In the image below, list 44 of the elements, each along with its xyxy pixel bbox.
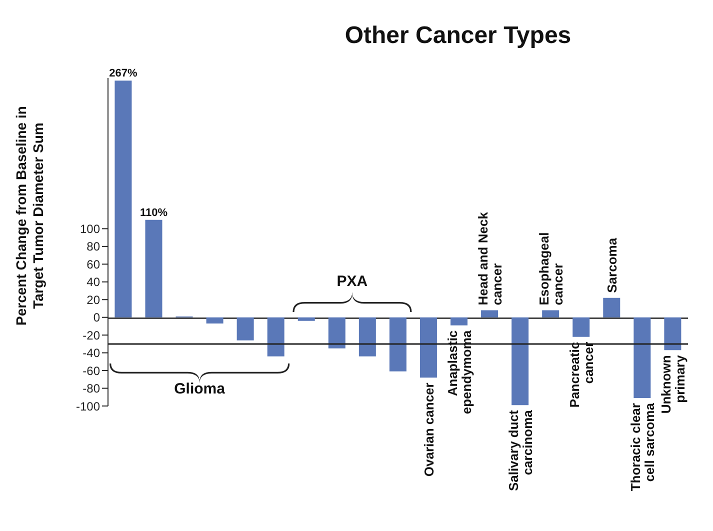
bar xyxy=(512,317,529,406)
y-tick-label: -60 xyxy=(82,364,100,378)
annotation: PXA xyxy=(336,273,368,290)
bar xyxy=(206,317,224,324)
bar xyxy=(145,220,162,318)
bar xyxy=(114,80,132,318)
bar xyxy=(236,317,254,340)
annotation: Glioma xyxy=(174,380,226,398)
x-tick-label: Thoracic clear cell sarcoma xyxy=(628,402,658,492)
bar xyxy=(420,317,437,378)
y-tick-label: 40 xyxy=(86,275,100,290)
x-tick-label: Esophageal cancer xyxy=(536,232,566,306)
y-tick-label: -20 xyxy=(82,328,100,342)
bar xyxy=(298,317,315,321)
y-tick-label: 100 xyxy=(80,222,100,236)
y-axis-title: Percent Change from Baseline in Target Tumor Diameter Sum xyxy=(13,106,46,326)
x-tick-label: Salivary duct carcinoma xyxy=(506,409,536,492)
data-label: 110% xyxy=(140,206,168,219)
bar xyxy=(328,317,346,348)
y-tick-label: -100 xyxy=(76,399,100,414)
y-tick-label: 60 xyxy=(86,257,100,272)
bar xyxy=(267,317,284,356)
bar xyxy=(389,317,406,372)
bar xyxy=(358,317,376,356)
x-tick-label: Head and Neck cancer xyxy=(476,211,505,306)
bar xyxy=(572,317,590,337)
x-tick-label: Pancreatic cancer xyxy=(567,342,596,408)
bar xyxy=(634,317,651,398)
y-tick-label: 20 xyxy=(86,292,100,307)
x-tick-label: Sarcoma xyxy=(604,237,620,293)
bar xyxy=(542,310,560,318)
x-tick-label: Anaplastic ependymoma xyxy=(445,330,474,414)
chart-title: Other Cancer Types xyxy=(344,22,572,50)
x-tick-label: Unknown primary xyxy=(658,354,688,414)
data-label: 267% xyxy=(109,68,138,80)
bar xyxy=(450,317,468,326)
x-tick-label: Ovarian cancer xyxy=(421,382,436,477)
y-tick-label: 0 xyxy=(93,310,100,325)
y-tick-label: -40 xyxy=(82,346,100,360)
bar xyxy=(664,317,682,350)
y-tick-label: 80 xyxy=(86,240,100,254)
bar xyxy=(603,298,620,318)
y-tick-label: -80 xyxy=(82,382,100,396)
bar xyxy=(481,310,498,318)
